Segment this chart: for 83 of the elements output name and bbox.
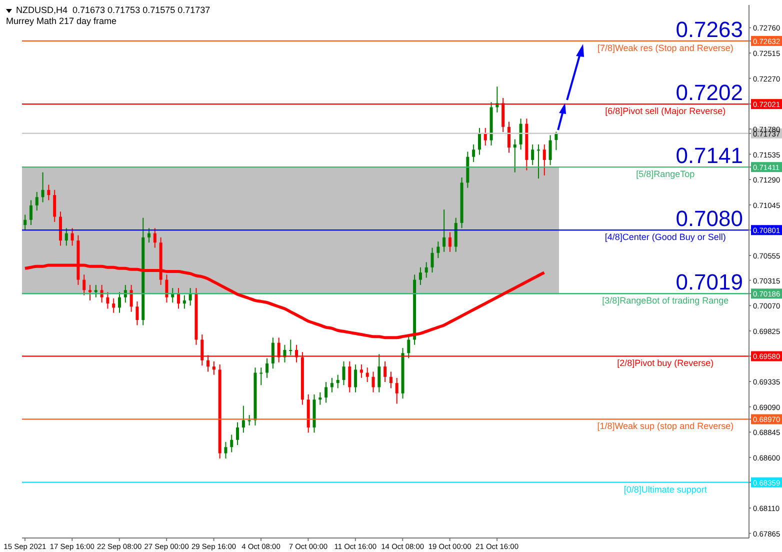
candlestick (24, 214, 27, 231)
candlestick (536, 144, 540, 180)
candlestick (448, 232, 452, 252)
candlestick (336, 374, 340, 389)
candlestick (484, 127, 487, 146)
annotation: 0.7141 (676, 143, 743, 168)
candlestick (442, 209, 446, 252)
candlestick (454, 217, 458, 252)
candlestick (407, 334, 410, 359)
candlestick (94, 284, 98, 298)
ref-line-label: [6/8]Pivot sell (Major Reverse) (605, 106, 726, 116)
candlestick (266, 358, 269, 378)
candlestick (82, 274, 86, 296)
candlestick (29, 200, 32, 226)
ref-line-label: [1/8]Weak sup (stop and Reverse) (597, 421, 734, 432)
candlestick (430, 247, 434, 274)
candlestick (366, 367, 369, 383)
candlestick (424, 262, 428, 278)
candlestick (35, 191, 38, 212)
candlestick (70, 228, 74, 246)
candlestick (507, 121, 510, 154)
candlestick (378, 354, 381, 393)
ref-line-label: [7/8]Weak res (Stop and Reverse) (597, 42, 734, 53)
candlestick (188, 288, 192, 306)
candlestick (324, 382, 328, 404)
candlestick (242, 405, 245, 434)
candlestick (531, 144, 534, 166)
candlestick (130, 284, 133, 312)
candlestick (342, 360, 346, 386)
ref-line-label: [4/8]Center (Good Buy or Sell) (604, 232, 726, 242)
text: Murrey Math 217 day frame (6, 16, 118, 27)
candlestick (436, 241, 440, 259)
annotation: 0.7080 (676, 206, 743, 232)
candlestick (354, 364, 358, 393)
ref-line-label: [2/8]Pivot buy (Reverse) (617, 358, 714, 368)
candlestick (260, 367, 263, 386)
candlestick (248, 414, 251, 426)
candlestick (236, 422, 240, 446)
ref-line-label: [5/8]RangeTop (636, 169, 695, 180)
annotation: 0.7263 (676, 16, 743, 42)
candlestick (472, 144, 476, 163)
ref-line-label: [3/8]RangeBot of trading Range (602, 296, 729, 306)
candlestick (513, 138, 516, 173)
candlestick (318, 392, 322, 406)
candlestick (177, 288, 180, 310)
annotation: 0.7019 (676, 270, 743, 295)
candlestick (548, 134, 552, 166)
candlestick (372, 371, 375, 393)
candlestick (148, 228, 151, 244)
candlestick (289, 339, 292, 356)
candlestick (153, 228, 156, 248)
candlestick (112, 298, 116, 314)
candlestick (542, 144, 546, 176)
candlestick (478, 127, 481, 156)
candlestick (106, 292, 110, 310)
candlestick (330, 377, 334, 393)
candlestick (64, 228, 68, 246)
candlestick (224, 441, 228, 459)
candlestick (88, 284, 92, 301)
candlestick (136, 300, 139, 326)
ref-line-label: [0/8]Ultimate support (624, 484, 708, 494)
candlestick (58, 211, 62, 246)
candlestick (348, 360, 352, 393)
candlestick (554, 131, 558, 151)
candlestick (165, 274, 168, 303)
candlestick (53, 189, 56, 222)
candlestick (212, 360, 216, 376)
candlestick (41, 172, 44, 203)
candlestick (519, 118, 522, 150)
candlestick (395, 377, 398, 404)
candlestick (271, 337, 274, 370)
candlestick (47, 184, 50, 201)
annotation: 0.7202 (676, 80, 743, 106)
chart-title: NZDUSD,H4 0.71673 0.71753 0.71575 0.71737 (16, 5, 210, 15)
candlestick (118, 292, 122, 314)
candlestick (418, 266, 422, 286)
candlestick (100, 284, 104, 303)
candlestick (182, 294, 186, 310)
candlestick (389, 371, 392, 389)
candlestick (230, 434, 234, 453)
candlestick (124, 284, 127, 303)
candlestick (384, 360, 387, 383)
candlestick (360, 364, 363, 378)
